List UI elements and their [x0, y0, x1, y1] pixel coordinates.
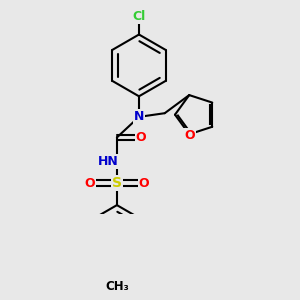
Text: HN: HN — [98, 154, 118, 167]
Text: S: S — [112, 176, 122, 190]
Text: N: N — [134, 110, 144, 123]
Text: O: O — [136, 131, 146, 144]
Text: CH₃: CH₃ — [105, 280, 129, 293]
Text: Cl: Cl — [132, 11, 146, 23]
Text: O: O — [139, 177, 149, 190]
Text: O: O — [184, 129, 194, 142]
Text: O: O — [84, 177, 95, 190]
